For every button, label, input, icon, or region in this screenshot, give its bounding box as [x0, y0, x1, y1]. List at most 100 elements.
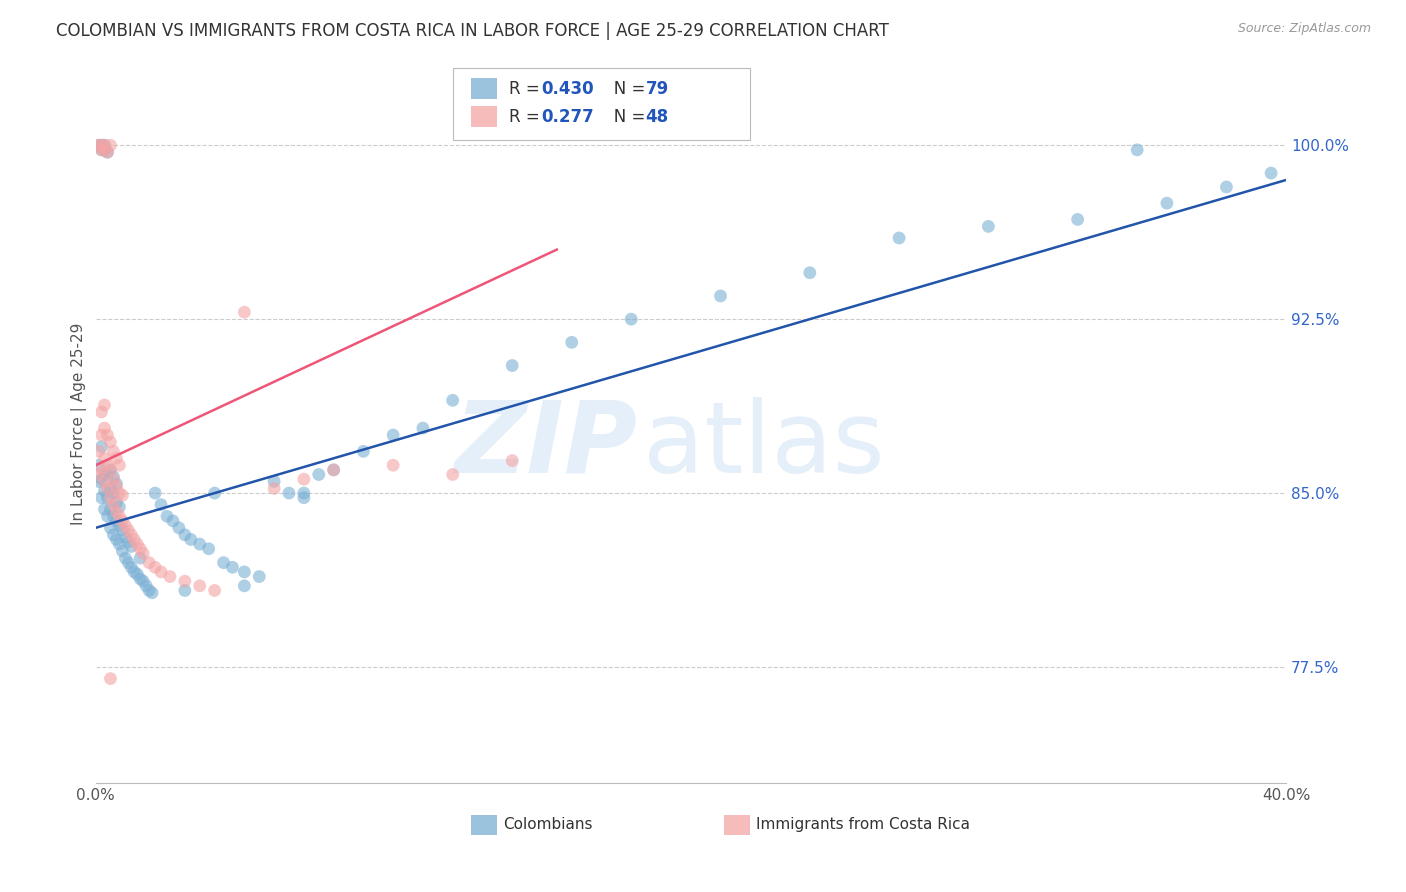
Text: N =: N = [598, 79, 651, 97]
Point [129, 551, 152, 566]
FancyBboxPatch shape [471, 106, 496, 128]
Point [233, 565, 256, 579]
Point [382, 458, 405, 473]
Text: 0.430: 0.430 [541, 79, 593, 97]
Point [93, 421, 115, 435]
Point [173, 574, 195, 589]
Point [90, 463, 112, 477]
Point [138, 583, 160, 598]
Point [1066, 212, 1088, 227]
Point [108, 518, 131, 533]
Point [382, 428, 405, 442]
Point [1260, 166, 1282, 180]
Point [93, 475, 115, 489]
Point [90, 138, 112, 153]
Point [93, 502, 115, 516]
Point [103, 498, 125, 512]
Point [620, 312, 643, 326]
Point [105, 495, 128, 509]
Point [90, 491, 112, 505]
Point [93, 138, 115, 153]
Point [100, 482, 122, 496]
Point [108, 458, 131, 473]
Point [204, 583, 226, 598]
Point [90, 428, 112, 442]
Point [114, 551, 136, 566]
Point [100, 521, 122, 535]
Point [233, 305, 256, 319]
Point [96, 145, 118, 160]
Point [709, 289, 731, 303]
Point [159, 569, 181, 583]
Point [501, 359, 523, 373]
Point [93, 138, 115, 153]
Point [105, 505, 128, 519]
Point [138, 556, 160, 570]
Point [117, 556, 139, 570]
Point [977, 219, 1000, 234]
Point [292, 472, 315, 486]
Point [90, 472, 112, 486]
Point [117, 523, 139, 537]
Text: Source: ZipAtlas.com: Source: ZipAtlas.com [1237, 22, 1371, 36]
Point [247, 569, 270, 583]
Point [100, 138, 122, 153]
Point [111, 488, 134, 502]
Point [120, 528, 142, 542]
Text: R =: R = [509, 79, 544, 97]
Point [108, 509, 131, 524]
Point [105, 514, 128, 528]
Text: Immigrants from Costa Rica: Immigrants from Costa Rica [756, 817, 970, 832]
Text: R =: R = [509, 108, 544, 126]
Point [87, 138, 110, 153]
Point [132, 546, 155, 560]
Text: Colombians: Colombians [503, 817, 592, 832]
Point [100, 672, 122, 686]
Point [308, 467, 330, 482]
Point [1126, 143, 1149, 157]
Point [96, 145, 118, 160]
Point [100, 463, 122, 477]
Point [143, 560, 166, 574]
FancyBboxPatch shape [471, 78, 496, 99]
Point [108, 500, 131, 514]
Point [87, 467, 110, 482]
Point [263, 482, 285, 496]
Point [117, 534, 139, 549]
Point [122, 533, 145, 547]
Y-axis label: In Labor Force | Age 25-29: In Labor Force | Age 25-29 [72, 322, 87, 524]
Point [93, 143, 115, 157]
Point [93, 143, 115, 157]
Point [129, 572, 152, 586]
Point [135, 579, 157, 593]
Point [233, 579, 256, 593]
Point [887, 231, 910, 245]
Text: ZIP: ZIP [454, 397, 637, 493]
Point [322, 463, 344, 477]
Point [292, 486, 315, 500]
Point [150, 565, 173, 579]
Point [292, 491, 315, 505]
Point [114, 530, 136, 544]
FancyBboxPatch shape [471, 814, 496, 835]
Point [100, 463, 122, 477]
Point [100, 491, 122, 505]
Point [103, 486, 125, 500]
FancyBboxPatch shape [724, 814, 751, 835]
Point [87, 458, 110, 473]
Point [561, 335, 583, 350]
Point [188, 579, 211, 593]
Point [105, 479, 128, 493]
Point [129, 541, 152, 556]
Point [1215, 180, 1237, 194]
Point [90, 405, 112, 419]
Point [111, 514, 134, 528]
Point [180, 533, 202, 547]
Point [263, 475, 285, 489]
Point [197, 541, 219, 556]
Text: 0.277: 0.277 [541, 108, 593, 126]
Point [108, 486, 131, 500]
Point [150, 498, 173, 512]
Point [204, 486, 226, 500]
Point [111, 544, 134, 558]
